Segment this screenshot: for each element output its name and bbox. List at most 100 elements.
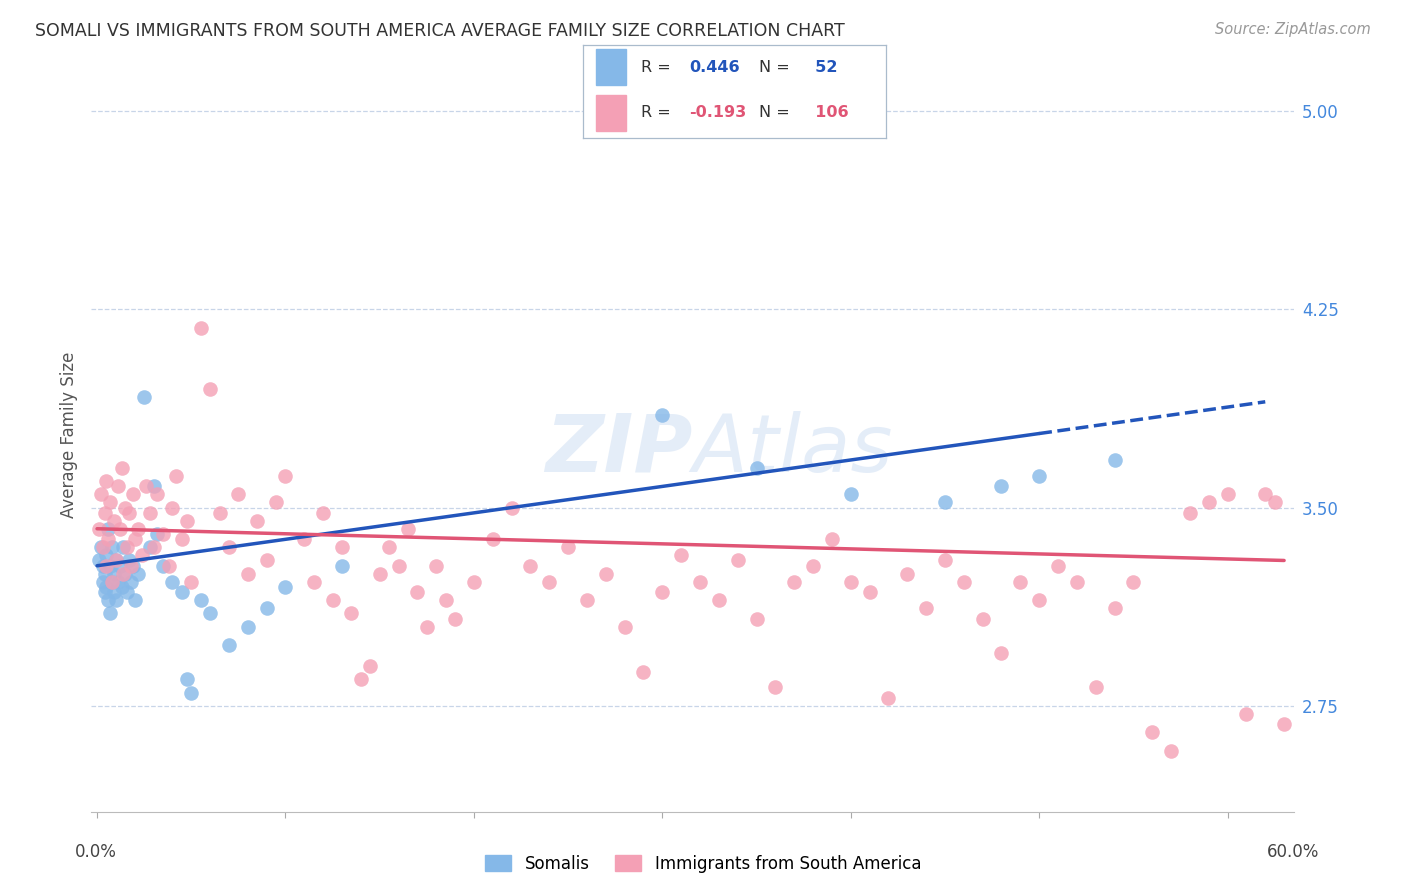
Point — [198, 607, 221, 621]
Point — [128, 566, 150, 581]
Point — [176, 514, 198, 528]
Point — [434, 593, 457, 607]
Point — [97, 522, 120, 536]
Point — [139, 541, 162, 555]
Point — [98, 495, 121, 509]
Point — [1084, 681, 1107, 695]
Point — [91, 558, 114, 573]
Point — [152, 558, 174, 573]
Point — [135, 479, 157, 493]
Point — [934, 495, 956, 509]
Point — [162, 574, 184, 589]
Point — [1264, 495, 1286, 509]
Point — [96, 558, 118, 573]
Point — [378, 541, 401, 555]
Point — [98, 558, 121, 573]
Point — [93, 585, 115, 599]
Point — [350, 673, 373, 687]
Point — [801, 558, 824, 573]
Point — [93, 566, 115, 581]
Point — [1010, 574, 1032, 589]
Point — [745, 461, 768, 475]
Point — [142, 541, 165, 555]
Point — [146, 487, 169, 501]
Text: 52: 52 — [804, 60, 838, 75]
Point — [121, 558, 143, 573]
Point — [444, 612, 467, 626]
Point — [112, 541, 135, 555]
Point — [1178, 506, 1201, 520]
Point — [198, 382, 221, 396]
Point — [120, 558, 142, 573]
Y-axis label: Average Family Size: Average Family Size — [60, 351, 79, 518]
Point — [104, 553, 127, 567]
Point — [368, 566, 391, 581]
Point — [557, 541, 579, 555]
Point — [821, 533, 844, 547]
Point — [124, 593, 146, 607]
Point — [538, 574, 561, 589]
Point — [162, 500, 184, 515]
Point — [103, 566, 125, 581]
Point — [707, 593, 730, 607]
Point — [274, 468, 297, 483]
Point — [110, 580, 132, 594]
Point — [104, 593, 127, 607]
Point — [96, 474, 118, 488]
Point — [633, 665, 655, 679]
Point — [972, 612, 994, 626]
Point — [1198, 495, 1220, 509]
Point — [96, 548, 118, 562]
Point — [180, 686, 202, 700]
Point — [218, 638, 240, 652]
Point — [613, 619, 636, 633]
Point — [340, 607, 363, 621]
Point — [839, 574, 862, 589]
Point — [107, 479, 129, 493]
Point — [246, 514, 269, 528]
Legend: Somalis, Immigrants from South America: Somalis, Immigrants from South America — [478, 848, 928, 880]
Point — [1122, 574, 1144, 589]
Point — [101, 574, 124, 589]
Point — [1028, 468, 1050, 483]
Point — [108, 522, 131, 536]
Point — [274, 580, 297, 594]
Point — [218, 541, 240, 555]
Point — [152, 527, 174, 541]
Point — [115, 541, 138, 555]
Point — [112, 566, 135, 581]
Point — [1066, 574, 1088, 589]
Point — [877, 691, 900, 706]
Text: SOMALI VS IMMIGRANTS FROM SOUTH AMERICA AVERAGE FAMILY SIZE CORRELATION CHART: SOMALI VS IMMIGRANTS FROM SOUTH AMERICA … — [35, 22, 845, 40]
Point — [91, 574, 114, 589]
Point — [1028, 593, 1050, 607]
Point — [124, 533, 146, 547]
Point — [118, 506, 141, 520]
Point — [1234, 706, 1257, 721]
Point — [91, 541, 114, 555]
Point — [103, 585, 125, 599]
Point — [915, 601, 938, 615]
Point — [228, 487, 250, 501]
Point — [97, 593, 120, 607]
Point — [97, 533, 120, 547]
Point — [87, 553, 110, 567]
Point — [157, 558, 180, 573]
Point — [90, 541, 112, 555]
Point — [190, 593, 212, 607]
Text: R =: R = — [641, 105, 676, 120]
Text: Source: ZipAtlas.com: Source: ZipAtlas.com — [1215, 22, 1371, 37]
Point — [131, 548, 153, 562]
Point — [651, 408, 673, 422]
Point — [1140, 725, 1163, 739]
Point — [139, 506, 162, 520]
Point — [101, 541, 124, 555]
Point — [98, 607, 121, 621]
Point — [208, 506, 231, 520]
Text: R =: R = — [641, 60, 676, 75]
Text: 0.0%: 0.0% — [75, 843, 117, 861]
Point — [952, 574, 974, 589]
Point — [1046, 558, 1069, 573]
Point — [1104, 601, 1126, 615]
Point — [406, 585, 429, 599]
